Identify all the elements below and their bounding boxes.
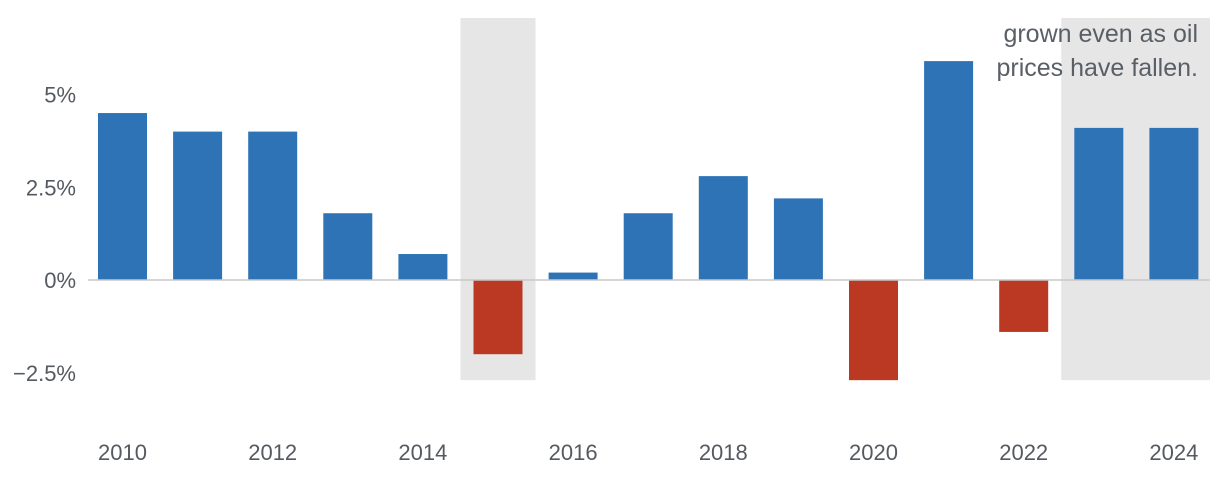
y-tick-label: 0% xyxy=(44,268,76,293)
bar-2020 xyxy=(849,280,898,381)
bar-2011 xyxy=(173,131,223,280)
bar-2024 xyxy=(1149,127,1199,280)
bars xyxy=(98,61,1199,381)
bar-2014 xyxy=(398,254,448,280)
annotation: grown even as oil prices have fallen. xyxy=(996,20,1198,82)
annotation-line-2: prices have fallen. xyxy=(996,54,1198,82)
x-tick-label-2014: 2014 xyxy=(398,440,447,465)
bar-2022 xyxy=(999,280,1049,332)
x-tick-label-2016: 2016 xyxy=(549,440,598,465)
bar-2013 xyxy=(323,213,373,280)
bar-2016 xyxy=(548,272,598,280)
x-tick-label-2022: 2022 xyxy=(999,440,1048,465)
x-tick-label-2024: 2024 xyxy=(1149,440,1198,465)
bar-2010 xyxy=(98,113,147,280)
x-tick-label-2012: 2012 xyxy=(248,440,297,465)
bar-2015 xyxy=(473,280,523,355)
bar-2023 xyxy=(1074,127,1124,280)
x-tick-label-2020: 2020 xyxy=(849,440,898,465)
x-axis-ticks: 2010 2012 2014 2016 2018 2020 2022 2024 xyxy=(98,440,1198,465)
y-tick-label: 5% xyxy=(44,83,76,108)
x-tick-label-2010: 2010 xyxy=(98,440,147,465)
y-tick-label: 2.5% xyxy=(26,175,76,200)
x-tick-label-2018: 2018 xyxy=(699,440,748,465)
bar-2012 xyxy=(248,131,298,280)
bar-2018 xyxy=(698,176,748,280)
annotation-line-1: grown even as oil xyxy=(1003,20,1198,48)
bar-2021 xyxy=(924,61,974,280)
bar-2017 xyxy=(623,213,673,280)
bar-2019 xyxy=(773,198,823,280)
y-tick-label: −2.5% xyxy=(13,361,76,386)
y-axis-ticks: 5% 2.5% 0% −2.5% xyxy=(13,83,76,386)
